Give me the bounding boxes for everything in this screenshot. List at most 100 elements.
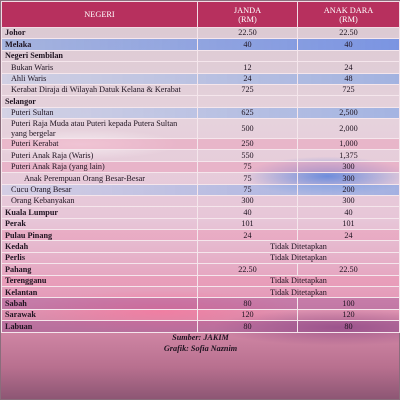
footer-graphic-credit: Grafik: Sofia Naznim [163, 344, 238, 354]
table-row: Anak Perempuan Orang Besar-Besar 75 300 [1, 172, 400, 185]
cell-anak-dara: 40 [297, 206, 400, 219]
cell-janda: 22.50 [197, 263, 298, 276]
cell-negeri: Puteri Anak Raja (yang lain) [1, 160, 198, 174]
table-row: Sabah 80 100 [1, 297, 400, 310]
table-row: Perak 101 101 [1, 217, 400, 231]
cell-not-set: Tidak Ditetapkan [197, 274, 400, 288]
footer-row-graphic: Grafik: Sofia Naznim [2, 344, 400, 355]
cell-janda: 40 [197, 206, 298, 219]
cell-janda: 12 [197, 61, 298, 74]
cell-anak-dara: 24 [297, 229, 400, 242]
cell-janda: 500 [197, 118, 298, 139]
cell-janda: 24 [197, 72, 298, 85]
cell-negeri: Puteri Raja Muda atau Puteri kepada Pute… [1, 118, 198, 139]
cell-negeri: Puteri Kerabat [1, 137, 198, 151]
table-row: Pahang 22.50 22.50 [1, 263, 400, 276]
table-row: Puteri Kerabat 250 1,000 [1, 137, 400, 151]
table-row: Terengganu Tidak Ditetapkan [1, 274, 400, 288]
cell-janda: 300 [197, 194, 298, 208]
table-row: Kelantan Tidak Ditetapkan [1, 285, 400, 299]
cell-anak-dara [297, 49, 400, 63]
cell-negeri: Sarawak [1, 308, 198, 322]
cell-negeri: Puteri Sultan [1, 106, 198, 120]
cell-anak-dara: 300 [297, 172, 400, 185]
cell-anak-dara: 101 [297, 217, 400, 231]
table-row: Melaka 40 40 [1, 38, 400, 51]
cell-negeri: Melaka [1, 38, 198, 51]
cell-not-set: Tidak Ditetapkan [197, 285, 400, 299]
header-janda: JANDA (RM) [197, 1, 298, 28]
table-row: Sarawak 120 120 [1, 308, 400, 322]
footer-row-source: Sumber: JAKIM [2, 332, 400, 344]
table-row: Cucu Orang Besar 75 200 [1, 183, 400, 196]
cell-negeri: Labuan [1, 320, 198, 333]
table-body: Johor 22.50 22.50 Melaka 40 40 Negeri Sembilan… [1, 26, 400, 333]
cell-janda: 80 [197, 320, 298, 333]
table-row: Negeri Sembilan [1, 49, 400, 63]
header-anak-dara-text: ANAK DARA (RM) [323, 5, 374, 24]
cell-negeri: Selangor [1, 95, 198, 108]
table-row: Labuan 80 80 [1, 320, 400, 333]
cell-anak-dara: 22.50 [297, 263, 400, 276]
table-row: Johor 22.50 22.50 [1, 26, 400, 40]
header-anak-dara: ANAK DARA (RM) [297, 1, 400, 28]
cell-anak-dara: 2,500 [297, 106, 400, 120]
table-row: Kedah Tidak Ditetapkan [1, 240, 400, 253]
cell-anak-dara: 80 [297, 320, 400, 333]
cell-negeri: Kedah [1, 240, 198, 253]
table-row: Selangor [1, 95, 400, 108]
cell-negeri: Puteri Anak Raja (Waris) [1, 149, 198, 162]
cell-janda [197, 49, 298, 63]
cell-not-set: Tidak Ditetapkan [197, 251, 400, 265]
cell-not-set: Tidak Ditetapkan [197, 240, 400, 253]
cell-negeri: Bukan Waris [1, 61, 198, 74]
cell-anak-dara: 1,000 [297, 137, 400, 151]
cell-janda: 120 [197, 308, 298, 322]
table-row: Perlis Tidak Ditetapkan [1, 251, 400, 265]
cell-janda [197, 95, 298, 108]
cell-anak-dara: 300 [297, 160, 400, 174]
cell-negeri: Anak Perempuan Orang Besar-Besar [1, 172, 198, 185]
table-row: Kuala Lumpur 40 40 [1, 206, 400, 219]
cell-anak-dara: 100 [297, 297, 400, 310]
cell-anak-dara: 725 [297, 83, 400, 97]
header-janda-text: JANDA (RM) [233, 5, 262, 24]
table-row: Puteri Anak Raja (yang lain) 75 300 [1, 160, 400, 174]
cell-anak-dara: 200 [297, 183, 400, 196]
table-row: Puteri Anak Raja (Waris) 550 1,375 [1, 149, 400, 162]
table-row: Kerabat Diraja di Wilayah Datuk Kelana &… [1, 83, 400, 97]
cell-negeri: Cucu Orang Besar [1, 183, 198, 196]
cell-janda: 625 [197, 106, 298, 120]
cell-anak-dara [297, 95, 400, 108]
cell-janda: 75 [197, 183, 298, 196]
cell-janda: 725 [197, 83, 298, 97]
cell-negeri: Perak [1, 217, 198, 231]
cell-janda: 101 [197, 217, 298, 231]
cell-negeri: Orang Kebanyakan [1, 194, 198, 208]
cell-negeri: Johor [1, 26, 198, 40]
table-row: Puteri Sultan 625 2,500 [1, 106, 400, 120]
cell-janda: 75 [197, 160, 298, 174]
cell-negeri: Ahli Waris [1, 72, 198, 85]
table-row: Orang Kebanyakan 300 300 [1, 194, 400, 208]
cell-janda: 80 [197, 297, 298, 310]
cell-janda: 40 [197, 38, 298, 51]
cell-negeri: Pulau Pinang [1, 229, 198, 242]
cell-negeri: Kuala Lumpur [1, 206, 198, 219]
cell-negeri: Negeri Sembilan [1, 49, 198, 63]
cell-janda: 24 [197, 229, 298, 242]
table-row: Ahli Waris 24 48 [1, 72, 400, 85]
cell-negeri: Terengganu [1, 274, 198, 288]
cell-negeri: Sabah [1, 297, 198, 310]
cell-negeri: Pahang [1, 263, 198, 276]
cell-negeri: Perlis [1, 251, 198, 265]
cell-janda: 550 [197, 149, 298, 162]
table-row: Pulau Pinang 24 24 [1, 229, 400, 242]
cell-anak-dara: 40 [297, 38, 400, 51]
cell-janda: 250 [197, 137, 298, 151]
dowry-table: NEGERI JANDA (RM) ANAK DARA (RM) Johor 22… [1, 1, 400, 355]
cell-anak-dara: 300 [297, 194, 400, 208]
header-negeri: NEGERI [1, 1, 198, 28]
footer-source: Sumber: JAKIM [172, 333, 229, 343]
